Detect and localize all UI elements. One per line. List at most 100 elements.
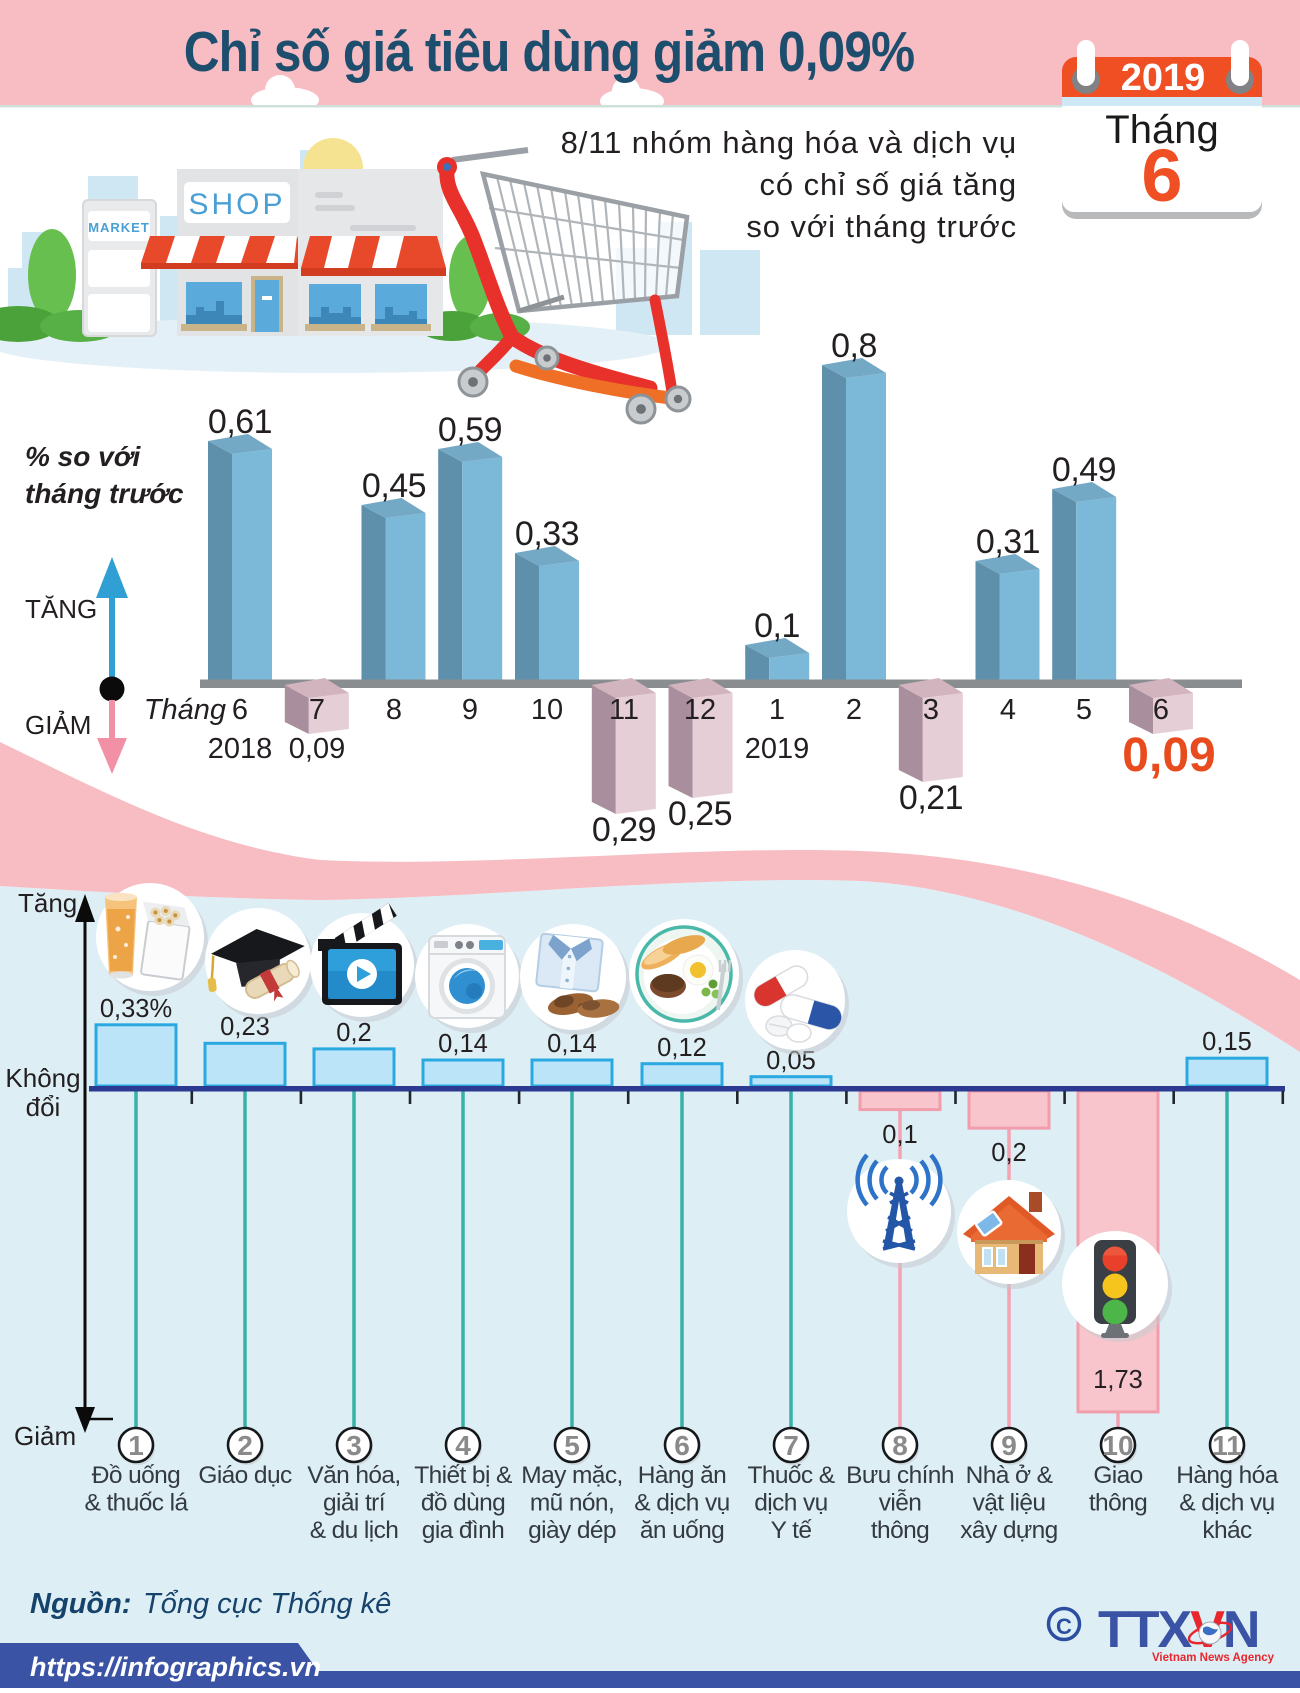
- svg-text:thông: thông: [1089, 1490, 1147, 1517]
- svg-text:0,31: 0,31: [976, 523, 1040, 561]
- svg-text:2: 2: [237, 1430, 253, 1461]
- svg-text:SHOP: SHOP: [188, 188, 285, 221]
- svg-text:6: 6: [232, 694, 248, 726]
- svg-text:TTXVN: TTXVN: [1098, 1601, 1258, 1659]
- svg-text:8/11 nhóm hàng hóa và dịch vụ: 8/11 nhóm hàng hóa và dịch vụ: [561, 125, 1017, 160]
- svg-text:0,25: 0,25: [668, 795, 732, 833]
- svg-text:6: 6: [1153, 694, 1169, 726]
- svg-text:so với tháng trước: so với tháng trước: [746, 209, 1017, 244]
- svg-text:Văn hóa,: Văn hóa,: [307, 1462, 400, 1489]
- svg-text:dịch vụ: dịch vụ: [754, 1490, 827, 1517]
- svg-text:Tổng cục Thống kê: Tổng cục Thống kê: [143, 1588, 391, 1620]
- svg-text:2018: 2018: [208, 733, 273, 765]
- svg-text:0,33%: 0,33%: [100, 995, 172, 1023]
- svg-text:Thiết bị &: Thiết bị &: [414, 1462, 512, 1489]
- svg-text:Đồ uống: Đồ uống: [92, 1462, 180, 1489]
- svg-text:5: 5: [564, 1430, 580, 1461]
- svg-text:& thuốc lá: & thuốc lá: [85, 1490, 189, 1517]
- svg-text:0,09: 0,09: [1122, 729, 1215, 782]
- svg-text:0,8: 0,8: [831, 327, 877, 365]
- svg-text:Tăng: Tăng: [18, 888, 77, 918]
- svg-text:vật liệu: vật liệu: [973, 1490, 1046, 1517]
- svg-text:10: 10: [1102, 1430, 1133, 1461]
- svg-text:0,1: 0,1: [882, 1121, 917, 1149]
- svg-text:4: 4: [1000, 694, 1016, 726]
- svg-text:0,2: 0,2: [991, 1139, 1026, 1167]
- svg-text:0,45: 0,45: [362, 467, 426, 505]
- svg-text:GIẢM: GIẢM: [25, 710, 91, 740]
- svg-text:0,49: 0,49: [1052, 451, 1116, 489]
- svg-text:tháng trước: tháng trước: [25, 478, 184, 509]
- svg-text:Bưu chính: Bưu chính: [846, 1462, 954, 1489]
- svg-text:1: 1: [769, 694, 785, 726]
- svg-text:0,61: 0,61: [208, 403, 272, 441]
- svg-text:MARKET: MARKET: [88, 220, 150, 235]
- svg-text:6: 6: [674, 1430, 690, 1461]
- svg-text:TĂNG: TĂNG: [25, 594, 97, 624]
- svg-text:0,15: 0,15: [1202, 1028, 1252, 1056]
- svg-text:thông: thông: [871, 1517, 929, 1544]
- svg-text:1,73: 1,73: [1093, 1366, 1143, 1394]
- svg-text:6: 6: [1141, 134, 1182, 217]
- svg-text:Chỉ số giá tiêu dùng giảm 0,09: Chỉ số giá tiêu dùng giảm 0,09%: [184, 21, 915, 84]
- svg-text:ăn uống: ăn uống: [640, 1517, 724, 1544]
- svg-text:Nhà ở &: Nhà ở &: [966, 1462, 1053, 1489]
- svg-text:3: 3: [923, 694, 939, 726]
- svg-text:2: 2: [846, 694, 862, 726]
- svg-text:& dịch vụ: & dịch vụ: [634, 1490, 729, 1517]
- svg-text:mũ nón,: mũ nón,: [530, 1490, 614, 1517]
- svg-text:0,29: 0,29: [592, 811, 656, 849]
- svg-text:Hàng hóa: Hàng hóa: [1176, 1462, 1278, 1489]
- svg-text:9: 9: [1001, 1430, 1017, 1461]
- svg-text:11: 11: [609, 694, 639, 726]
- svg-text:gia đình: gia đình: [422, 1517, 504, 1544]
- svg-text:có chỉ số giá tăng: có chỉ số giá tăng: [760, 167, 1017, 202]
- svg-text:0,1: 0,1: [754, 607, 800, 645]
- svg-text:10: 10: [531, 694, 563, 726]
- svg-text:đổi: đổi: [26, 1092, 61, 1122]
- svg-text:% so với: % so với: [25, 441, 142, 472]
- svg-text:1: 1: [128, 1430, 144, 1461]
- svg-text:7: 7: [783, 1430, 799, 1461]
- svg-text:giải trí: giải trí: [323, 1490, 386, 1517]
- svg-text:0,2: 0,2: [336, 1019, 371, 1047]
- svg-text:Không: Không: [5, 1063, 80, 1093]
- svg-text:Giảm: Giảm: [14, 1421, 76, 1451]
- svg-text:0,12: 0,12: [657, 1034, 707, 1062]
- svg-text:Hàng ăn: Hàng ăn: [638, 1462, 726, 1489]
- svg-text:đồ dùng: đồ dùng: [421, 1490, 505, 1517]
- svg-text:5: 5: [1076, 694, 1092, 726]
- svg-text:Tháng: Tháng: [144, 694, 226, 726]
- svg-text:viễn: viễn: [879, 1490, 922, 1517]
- svg-text:0,21: 0,21: [899, 779, 963, 817]
- svg-text:0,59: 0,59: [438, 411, 502, 449]
- svg-text:9: 9: [462, 694, 478, 726]
- svg-text:0,09: 0,09: [289, 733, 345, 765]
- svg-text:4: 4: [455, 1430, 471, 1461]
- svg-text:khác: khác: [1202, 1517, 1252, 1544]
- svg-text:0,33: 0,33: [515, 515, 579, 553]
- svg-text:2019: 2019: [1121, 57, 1206, 99]
- svg-text:xây dựng: xây dựng: [960, 1517, 1057, 1544]
- svg-text:https://infographics.vn: https://infographics.vn: [30, 1652, 321, 1682]
- svg-text:Giáo dục: Giáo dục: [198, 1462, 292, 1489]
- svg-text:C: C: [1056, 1614, 1072, 1639]
- svg-text:12: 12: [684, 694, 716, 726]
- svg-text:8: 8: [386, 694, 402, 726]
- svg-text:Y tế: Y tế: [771, 1517, 813, 1544]
- svg-text:Giao: Giao: [1093, 1462, 1142, 1489]
- svg-text:0,14: 0,14: [438, 1030, 488, 1058]
- svg-text:& du lịch: & du lịch: [310, 1517, 399, 1544]
- svg-text:3: 3: [346, 1430, 362, 1461]
- svg-text:Vietnam News Agency: Vietnam News Agency: [1152, 1652, 1275, 1664]
- svg-text:Tháng: Tháng: [1105, 108, 1218, 152]
- svg-text:11: 11: [1212, 1430, 1242, 1461]
- svg-text:Nguồn:: Nguồn:: [30, 1588, 131, 1620]
- svg-text:May mặc,: May mặc,: [521, 1462, 622, 1489]
- svg-text:7: 7: [309, 694, 325, 726]
- svg-text:& dịch vụ: & dịch vụ: [1179, 1490, 1274, 1517]
- svg-text:2019: 2019: [745, 733, 810, 765]
- svg-text:giày dép: giày dép: [528, 1517, 616, 1544]
- svg-text:8: 8: [892, 1430, 908, 1461]
- svg-text:Thuốc &: Thuốc &: [747, 1462, 834, 1489]
